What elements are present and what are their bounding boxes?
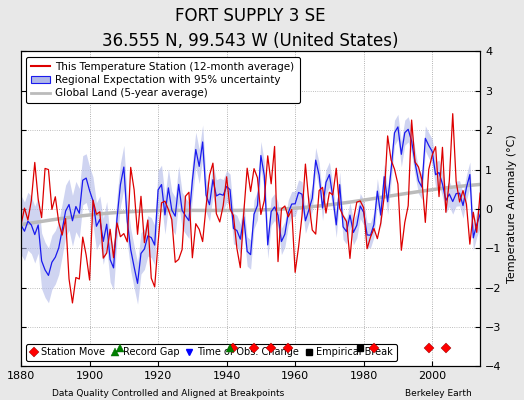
Text: Berkeley Earth: Berkeley Earth: [405, 389, 472, 398]
Legend: Station Move, Record Gap, Time of Obs. Change, Empirical Break: Station Move, Record Gap, Time of Obs. C…: [26, 344, 397, 361]
Text: Data Quality Controlled and Aligned at Breakpoints: Data Quality Controlled and Aligned at B…: [52, 389, 285, 398]
Title: FORT SUPPLY 3 SE
36.555 N, 99.543 W (United States): FORT SUPPLY 3 SE 36.555 N, 99.543 W (Uni…: [102, 7, 399, 50]
Y-axis label: Temperature Anomaly (°C): Temperature Anomaly (°C): [507, 134, 517, 283]
